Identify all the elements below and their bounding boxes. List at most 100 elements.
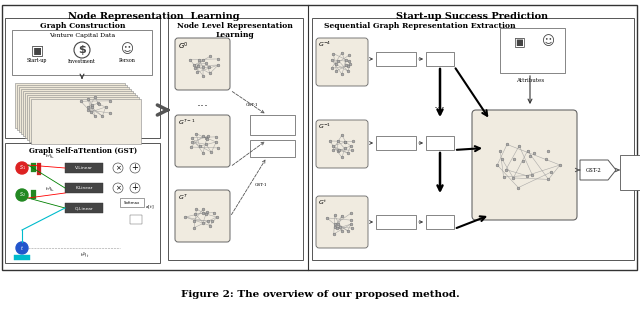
Bar — [31, 163, 36, 172]
Text: Start-up: Start-up — [27, 58, 47, 63]
Point — [90, 114, 100, 119]
Bar — [250, 115, 295, 135]
Text: $: $ — [78, 45, 86, 55]
Point — [348, 148, 358, 153]
Text: $G^t$: $G^t$ — [318, 198, 327, 207]
Text: +: + — [132, 183, 138, 192]
FancyBboxPatch shape — [472, 110, 577, 220]
Point — [206, 150, 216, 155]
Point — [502, 142, 512, 147]
Point — [83, 107, 93, 112]
Point — [337, 213, 347, 218]
Point — [187, 139, 197, 145]
Point — [333, 148, 343, 153]
Point — [332, 226, 342, 231]
Point — [328, 51, 339, 56]
Point — [198, 57, 208, 63]
Point — [324, 138, 335, 144]
Point — [337, 228, 347, 233]
Point — [514, 143, 524, 148]
Point — [342, 64, 353, 69]
Point — [509, 156, 519, 161]
Text: Investment: Investment — [68, 59, 96, 64]
Point — [105, 111, 115, 116]
FancyBboxPatch shape — [175, 38, 230, 90]
Point — [337, 50, 347, 55]
Point — [346, 218, 356, 223]
Point — [547, 169, 557, 174]
Point — [342, 150, 353, 155]
Point — [513, 185, 524, 190]
Text: Graph Construction: Graph Construction — [40, 22, 125, 30]
Bar — [65, 163, 103, 173]
Point — [198, 73, 208, 78]
Bar — [65, 183, 103, 193]
Point — [187, 135, 197, 140]
Point — [90, 94, 100, 99]
Text: Embedding: Embedding — [381, 219, 412, 225]
Bar — [130, 215, 142, 224]
Point — [202, 210, 212, 215]
Text: $a[t]$: $a[t]$ — [145, 204, 155, 211]
Point — [501, 167, 511, 172]
Text: Attributes: Attributes — [516, 78, 544, 83]
FancyBboxPatch shape — [316, 120, 368, 168]
Text: V-Linear: V-Linear — [75, 166, 93, 170]
Point — [198, 64, 208, 70]
Point — [522, 148, 532, 153]
Circle shape — [16, 162, 28, 174]
Text: Node
Classification: Node Classification — [253, 118, 291, 129]
Bar — [31, 99, 141, 144]
Bar — [376, 52, 416, 66]
Bar — [17, 85, 127, 130]
Point — [190, 211, 200, 216]
Point — [203, 134, 213, 139]
Text: Q-Linear: Q-Linear — [75, 206, 93, 210]
Point — [198, 151, 208, 156]
Bar — [19, 87, 129, 132]
Text: Softmax: Softmax — [124, 201, 140, 204]
Text: Venture Capital Data: Venture Capital Data — [49, 33, 115, 38]
Point — [205, 223, 215, 228]
Point — [508, 175, 518, 181]
Bar — [376, 215, 416, 229]
Bar — [37, 163, 41, 175]
Point — [205, 54, 215, 59]
Point — [337, 72, 347, 77]
Point — [93, 100, 104, 106]
Point — [180, 214, 190, 219]
Point — [332, 68, 342, 73]
Text: $G^{-4}$: $G^{-4}$ — [318, 40, 332, 49]
Text: $h^0|_{t}$: $h^0|_{t}$ — [80, 250, 90, 260]
Bar — [2, 5, 637, 270]
Bar — [29, 97, 139, 142]
Point — [341, 63, 351, 68]
Point — [100, 104, 111, 109]
Text: ▣: ▣ — [514, 35, 526, 48]
FancyBboxPatch shape — [316, 196, 368, 248]
Bar — [5, 143, 160, 263]
Text: GST-1: GST-1 — [255, 183, 268, 187]
Point — [333, 221, 344, 226]
FancyBboxPatch shape — [175, 115, 230, 167]
Point — [189, 218, 199, 223]
Point — [189, 225, 199, 230]
Text: ×: × — [115, 165, 121, 171]
Point — [212, 145, 223, 151]
Text: ▣: ▣ — [31, 43, 44, 57]
Bar — [14, 255, 30, 260]
Bar — [5, 18, 160, 138]
Text: $h^i|_{t_0}$: $h^i|_{t_0}$ — [45, 185, 55, 195]
Point — [328, 144, 338, 149]
Point — [192, 70, 202, 75]
Point — [189, 63, 200, 68]
Point — [333, 58, 344, 63]
Point — [186, 145, 196, 150]
FancyBboxPatch shape — [175, 190, 230, 242]
Point — [201, 212, 211, 217]
Text: $S_2$: $S_2$ — [19, 190, 26, 199]
Bar — [120, 198, 144, 207]
Text: Figure 2: The overview of our proposed method.: Figure 2: The overview of our proposed m… — [180, 290, 460, 299]
Text: $t$: $t$ — [20, 244, 24, 252]
Text: $S_1$: $S_1$ — [19, 164, 26, 173]
